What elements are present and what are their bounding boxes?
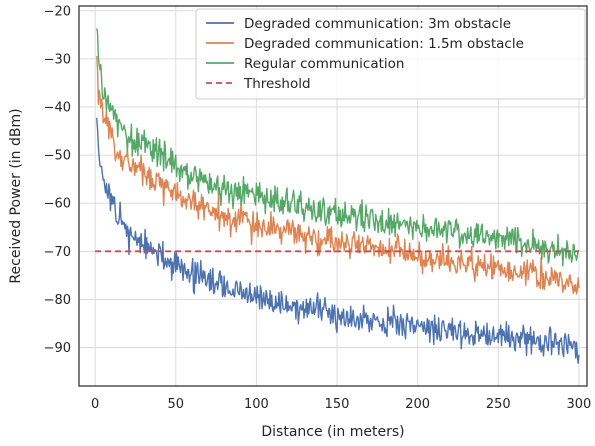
x-axis-label: Distance (in meters) xyxy=(261,424,404,440)
y-tick-label: −90 xyxy=(44,341,71,356)
plot-frame xyxy=(78,5,588,387)
legend: Degraded communication: 3m obstacle Degra… xyxy=(195,8,586,100)
y-tick-label: −70 xyxy=(44,245,71,260)
y-tick-label: −80 xyxy=(44,293,71,308)
x-tick-label: 50 xyxy=(167,397,184,412)
y-tick-label: −40 xyxy=(44,101,71,116)
tick-labels: 0 50 100 150 200 250 300 −20 −30 −40 −50 −60 −70 −80 −… xyxy=(44,4,592,412)
series-line-2 xyxy=(96,28,580,267)
x-tick-label: 100 xyxy=(244,397,269,412)
legend-label: Degraded communication: 3m obstacle xyxy=(244,16,511,32)
x-tick-label: 150 xyxy=(325,397,350,412)
x-tick-label: 300 xyxy=(567,397,592,412)
x-tick-label: 250 xyxy=(486,397,511,412)
legend-box xyxy=(195,8,586,100)
series-lines xyxy=(95,28,580,364)
y-tick-label: −60 xyxy=(44,197,71,212)
x-tick-label: 200 xyxy=(405,397,430,412)
series-line-0 xyxy=(96,117,580,364)
legend-label: Regular communication xyxy=(244,56,404,72)
x-tick-label: 0 xyxy=(91,397,99,412)
legend-label: Threshold xyxy=(243,76,311,92)
legend-label: Degraded communication: 1.5m obstacle xyxy=(244,36,524,52)
y-tick-label: −30 xyxy=(44,52,71,67)
y-tick-label: −50 xyxy=(44,149,71,164)
y-tick-label: −20 xyxy=(44,4,71,19)
y-axis-label: Received Power (in dBm) xyxy=(8,108,24,283)
